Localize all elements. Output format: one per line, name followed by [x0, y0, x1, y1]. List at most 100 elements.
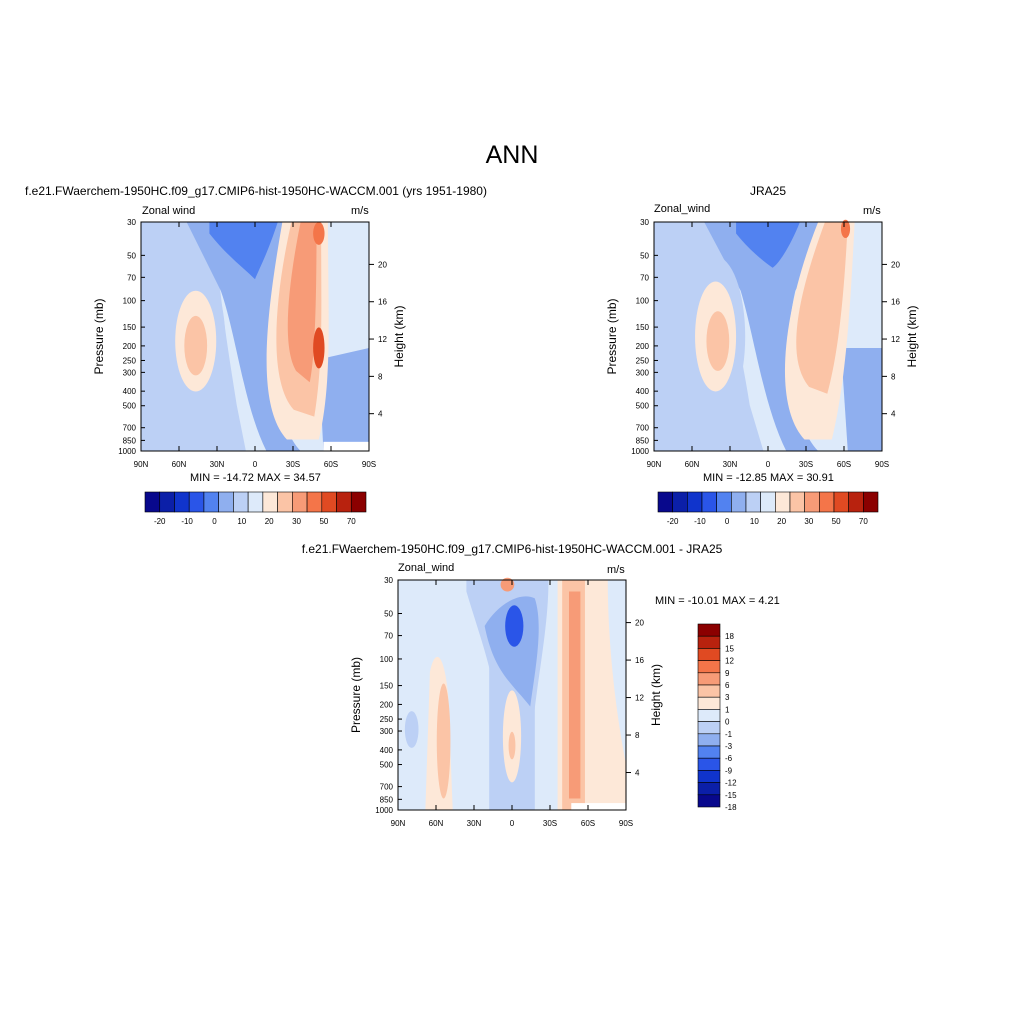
- p3-ytick-label: 700: [380, 783, 394, 792]
- p2-colorbar-box: [833, 491, 849, 513]
- p3-ylabel: Pressure (mb): [349, 657, 363, 733]
- p1-colorbar-box: [247, 491, 264, 513]
- panel2-title: JRA25: [749, 184, 787, 198]
- p3-colorbar-label: -1: [725, 730, 733, 739]
- p2-ytick-right-label: 20: [891, 260, 900, 269]
- p1-xtick-label: 30N: [210, 460, 225, 469]
- p1-ytick-right-label: 20: [378, 260, 387, 269]
- p1-colorbar-box: [262, 491, 278, 513]
- p3-colorbar-label: 1: [725, 705, 730, 714]
- p1-colorbar-box: [159, 491, 175, 513]
- p1-colorbar-label: 20: [265, 517, 274, 526]
- p1-xtick-label: 60N: [172, 460, 187, 469]
- p3-colorbar-box: [697, 648, 721, 661]
- p1-colorbar-label: 30: [292, 517, 301, 526]
- p1-colorbar-box: [188, 491, 205, 513]
- panel2-left-string: Zonal_wind: [654, 203, 711, 215]
- p3-colorbar-box: [697, 770, 721, 783]
- p2-xtick-label: 60N: [685, 460, 700, 469]
- p1-contour: [318, 347, 369, 451]
- panel3-units: m/s: [607, 564, 625, 576]
- p3-colorbar-box: [697, 672, 721, 686]
- p3-colorbar-box: [697, 745, 721, 759]
- p3-ytick-label: 300: [380, 727, 394, 736]
- p3-contour: [505, 605, 524, 647]
- p2-xtick-label: 90N: [647, 460, 662, 469]
- p2-colorbar-box: [819, 491, 835, 513]
- p2-ylabel-right: Height (km): [905, 305, 919, 367]
- p1-missing-region: [323, 441, 369, 451]
- p3-ytick-right-label: 20: [635, 619, 644, 628]
- p2-colorbar-box: [687, 491, 703, 513]
- p3-xtick-label: 30N: [467, 819, 482, 828]
- p1-colorbar-box: [144, 491, 161, 513]
- p3-ytick-right-label: 8: [635, 731, 640, 740]
- p3-colorbar-label: 6: [725, 681, 730, 690]
- p1-colorbar-box: [321, 491, 337, 513]
- p3-colorbar-box: [697, 635, 721, 649]
- p3-colorbar-box: [697, 684, 721, 698]
- p3-xtick-label: 90N: [391, 819, 406, 828]
- p2-colorbar-box: [775, 491, 791, 513]
- p3-xtick-label: 30S: [543, 819, 557, 828]
- p3-contour: [508, 731, 516, 760]
- p3-colorbar-label: 15: [725, 644, 734, 653]
- p2-colorbar-box: [789, 491, 805, 513]
- p1-contour: [287, 222, 317, 383]
- p1-colorbar-label: -20: [154, 517, 166, 526]
- p2-ytick-label: 250: [636, 356, 650, 365]
- p3-colorbar-box: [697, 721, 721, 735]
- p3-ytick-label: 200: [380, 700, 394, 709]
- p2-colorbar-label: -20: [667, 517, 679, 526]
- p3-colorbar-label: 0: [725, 718, 730, 727]
- p3-colorbar-label: 9: [725, 669, 730, 678]
- p2-colorbar-box: [745, 491, 761, 513]
- p3-ytick-right-label: 16: [635, 656, 644, 665]
- p2-ytick-label: 700: [636, 424, 650, 433]
- p3-colorbar-box: [697, 623, 721, 637]
- p3-colorbar-label: -15: [725, 791, 737, 800]
- p2-ytick-label: 500: [636, 402, 650, 411]
- p2-xtick-label: 90S: [875, 460, 889, 469]
- p3-ytick-label: 400: [380, 746, 394, 755]
- p2-xtick-label: 30S: [799, 460, 813, 469]
- p3-colorbar-box: [697, 660, 721, 674]
- p1-colorbar-box: [218, 491, 234, 513]
- p1-ytick-label: 100: [123, 297, 137, 306]
- p2-colorbar-label: 30: [804, 517, 813, 526]
- p2-xtick-label: 30N: [723, 460, 738, 469]
- p3-colorbar-box: [697, 696, 721, 710]
- p1-ylabel-right: Height (km): [392, 305, 406, 367]
- p3-ytick-label: 70: [384, 632, 393, 641]
- p2-colorbar-label: 70: [859, 517, 868, 526]
- p2-colorbar-box: [760, 491, 776, 513]
- p1-xtick-label: 90N: [134, 460, 149, 469]
- p2-ylabel: Pressure (mb): [605, 298, 619, 374]
- p1-ytick-label: 50: [127, 251, 136, 260]
- p2-colorbar-box: [672, 491, 688, 513]
- p2-colorbar-box: [731, 491, 747, 513]
- p1-ytick-label: 500: [123, 402, 137, 411]
- p2-ytick-label: 400: [636, 387, 650, 396]
- p1-ytick-label: 1000: [118, 447, 136, 456]
- p2-ytick-right-label: 12: [891, 335, 900, 344]
- p3-colorbar-label: -12: [725, 779, 737, 788]
- p2-colorbar-label: 20: [777, 517, 786, 526]
- p3-ylabel-right: Height (km): [649, 664, 663, 726]
- p2-colorbar-box: [863, 491, 879, 513]
- p3-colorbar-label: -18: [725, 803, 737, 812]
- p2-colorbar-box: [716, 491, 732, 513]
- p1-colorbar-box: [233, 491, 249, 513]
- p1-colorbar-box: [292, 491, 308, 513]
- p2-colorbar-box: [657, 491, 673, 513]
- p3-ytick-label: 30: [384, 576, 393, 585]
- p2-ytick-label: 100: [636, 297, 650, 306]
- p3-ytick-right-label: 4: [635, 769, 640, 778]
- p1-ytick-right-label: 16: [378, 298, 387, 307]
- p1-ytick-label: 250: [123, 356, 137, 365]
- p2-colorbar-label: 10: [750, 517, 759, 526]
- p1-ytick-label: 700: [123, 424, 137, 433]
- p2-ytick-label: 300: [636, 368, 650, 377]
- p3-xtick-label: 90S: [619, 819, 633, 828]
